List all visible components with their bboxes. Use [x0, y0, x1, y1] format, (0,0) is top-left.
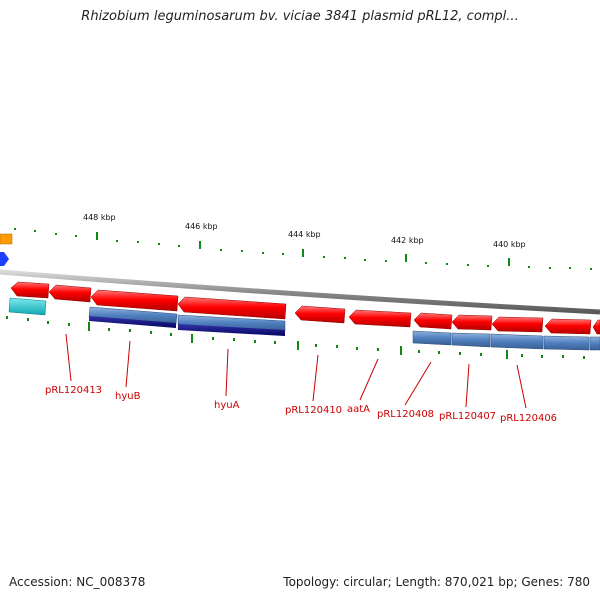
reverse-genes	[8, 297, 600, 351]
gene-hyuA-dark[interactable]	[178, 324, 285, 336]
scale-label-446: 446 kbp	[185, 222, 218, 231]
genome-summary-text: Topology: circular; Length: 870,021 bp; …	[283, 575, 590, 589]
map-title: Rhizobium leguminosarum bv. viciae 3841 …	[81, 9, 519, 24]
scale-label-444: 444 kbp	[288, 230, 321, 239]
genome-backbone	[0, 269, 600, 315]
gene-label-hyuB[interactable]: hyuB	[115, 391, 141, 402]
gene-box[interactable]	[543, 335, 590, 351]
gene-labels: pRL120413 hyuB hyuA pRL120410 aatA pRL12…	[45, 385, 557, 424]
gene-arrow[interactable]	[491, 316, 544, 333]
outer-scale	[14, 228, 592, 270]
gene-label-pRL120406[interactable]: pRL120406	[500, 413, 557, 424]
gene-arrow[interactable]	[48, 284, 92, 303]
scale-label-448: 448 kbp	[83, 213, 116, 222]
forward-genes	[10, 281, 600, 335]
gene-blue[interactable]	[0, 252, 9, 266]
gene-label-pRL120408[interactable]: pRL120408	[377, 409, 434, 420]
gene-label-pRL120410[interactable]: pRL120410	[285, 405, 342, 416]
outer-major-ticks	[96, 232, 510, 266]
accession-text: Accession: NC_008378	[9, 575, 146, 589]
gene-box[interactable]	[451, 332, 491, 348]
inner-scale	[6, 316, 585, 359]
gene-orange[interactable]	[0, 233, 13, 245]
gene-box[interactable]	[490, 333, 544, 350]
gene-arrow[interactable]	[544, 318, 592, 335]
gene-label-aatA[interactable]: aatA	[347, 404, 370, 415]
scale-label-440: 440 kbp	[493, 240, 526, 249]
gene-hyuB-dark[interactable]	[89, 316, 176, 328]
gene-arrow[interactable]	[592, 319, 600, 335]
gene-cyan[interactable]	[8, 297, 47, 316]
inner-major-ticks	[88, 322, 508, 359]
gene-label-pRL120413[interactable]: pRL120413	[45, 385, 102, 396]
gene-arrow[interactable]	[177, 296, 287, 320]
gene-box[interactable]	[589, 336, 600, 351]
gene-arrow[interactable]	[294, 305, 346, 324]
label-leaders	[65, 333, 527, 409]
gene-box[interactable]	[412, 330, 452, 346]
gene-label-hyuA[interactable]: hyuA	[214, 400, 240, 411]
gene-arrow[interactable]	[90, 289, 179, 312]
gene-arrow[interactable]	[10, 281, 50, 299]
gene-arrow[interactable]	[348, 309, 412, 328]
gene-label-pRL120407[interactable]: pRL120407	[439, 411, 496, 422]
scale-label-442: 442 kbp	[391, 236, 424, 245]
gene-arrow[interactable]	[451, 314, 493, 331]
gene-arrow[interactable]	[413, 312, 453, 330]
